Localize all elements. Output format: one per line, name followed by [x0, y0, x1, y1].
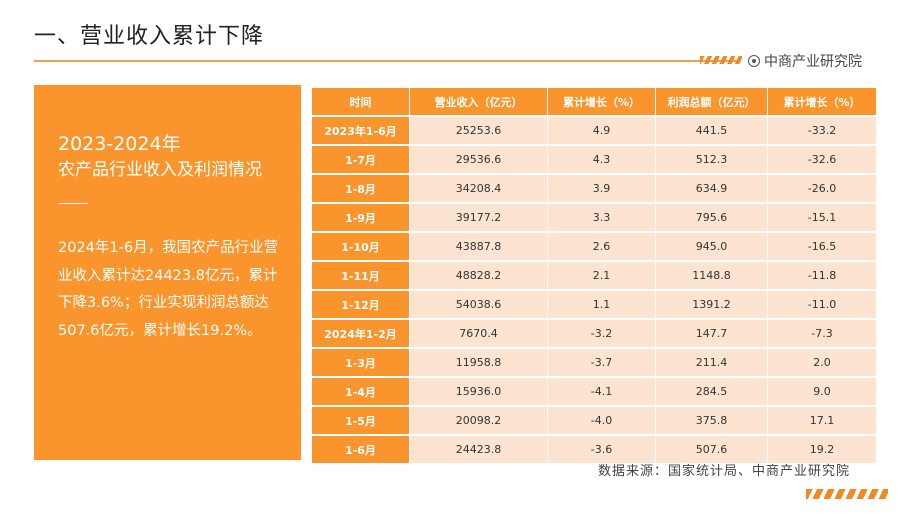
table-cell: 1.1	[548, 291, 656, 318]
table-cell: 2.6	[548, 233, 656, 260]
table-cell: 1-9月	[312, 204, 410, 231]
header-stripes-decoration	[700, 56, 742, 64]
table-cell: 441.5	[656, 117, 768, 144]
table-cell: 15936.0	[410, 378, 548, 405]
table-cell: 1-11月	[312, 262, 410, 289]
table-cell: 25253.6	[410, 117, 548, 144]
table-cell: 17.1	[768, 407, 876, 434]
table-cell: -15.1	[768, 204, 876, 231]
table-cell: -7.3	[768, 320, 876, 347]
table-cell: 2.0	[768, 349, 876, 376]
table-cell: -11.8	[768, 262, 876, 289]
table-cell: 1391.2	[656, 291, 768, 318]
table-cell: 54038.6	[410, 291, 548, 318]
table-cell: 2.1	[548, 262, 656, 289]
table-row: 1-5月 20098.2 -4.0 375.8 17.1	[312, 407, 876, 434]
table-row: 1-6月 24423.8 -3.6 507.6 19.2	[312, 436, 876, 463]
header-time: 时间	[312, 88, 410, 115]
table-row: 1-9月 39177.2 3.3 795.6 -15.1	[312, 204, 876, 231]
table-cell: 507.6	[656, 436, 768, 463]
table-cell: 24423.8	[410, 436, 548, 463]
table-cell: 1-7月	[312, 146, 410, 173]
panel-subtitle: 农产品行业收入及利润情况	[58, 160, 262, 180]
table-cell: 1-12月	[312, 291, 410, 318]
table-cell: 512.3	[656, 146, 768, 173]
table-cell: -4.1	[548, 378, 656, 405]
table-cell: 4.9	[548, 117, 656, 144]
table-row: 1-12月 54038.6 1.1 1391.2 -11.0	[312, 291, 876, 318]
table-row: 1-4月 15936.0 -4.1 284.5 9.0	[312, 378, 876, 405]
table-cell: 2023年1-6月	[312, 117, 410, 144]
table-cell: 43887.8	[410, 233, 548, 260]
table-cell: -3.7	[548, 349, 656, 376]
table-cell: -4.0	[548, 407, 656, 434]
table-cell: 375.8	[656, 407, 768, 434]
table-row: 2024年1-2月 7670.4 -3.2 147.7 -7.3	[312, 320, 876, 347]
table-row: 1-8月 34208.4 3.9 634.9 -26.0	[312, 175, 876, 202]
header-divider	[34, 60, 740, 62]
table-cell: 39177.2	[410, 204, 548, 231]
header-revenue-growth: 累计增长（%）	[548, 88, 656, 115]
table-cell: 11958.8	[410, 349, 548, 376]
header-profit-growth: 累计增长（%）	[768, 88, 876, 115]
table-cell: -3.6	[548, 436, 656, 463]
table-row: 1-7月 29536.6 4.3 512.3 -32.6	[312, 146, 876, 173]
table-cell: -11.0	[768, 291, 876, 318]
table-cell: 211.4	[656, 349, 768, 376]
table-row: 1-11月 48828.2 2.1 1148.8 -11.8	[312, 262, 876, 289]
table-cell: 1-6月	[312, 436, 410, 463]
table-row: 1-10月 43887.8 2.6 945.0 -16.5	[312, 233, 876, 260]
table-cell: 4.3	[548, 146, 656, 173]
brand-logo: 中商产业研究院	[748, 51, 862, 71]
table-cell: -3.2	[548, 320, 656, 347]
panel-year: 2023-2024年	[58, 133, 181, 155]
table-cell: 34208.4	[410, 175, 548, 202]
table-cell: 19.2	[768, 436, 876, 463]
table-cell: 3.9	[548, 175, 656, 202]
footer-stripes-decoration	[806, 489, 888, 499]
table-cell: 20098.2	[410, 407, 548, 434]
table-cell: 1-5月	[312, 407, 410, 434]
table-cell: 9.0	[768, 378, 876, 405]
table-cell: 147.7	[656, 320, 768, 347]
table-cell: -33.2	[768, 117, 876, 144]
table-cell: 284.5	[656, 378, 768, 405]
table-cell: 1148.8	[656, 262, 768, 289]
panel-divider	[58, 203, 88, 204]
summary-panel: 2023-2024年 农产品行业收入及利润情况 2024年1-6月，我国农产品行…	[34, 85, 301, 460]
table-cell: -26.0	[768, 175, 876, 202]
table-cell: 2024年1-2月	[312, 320, 410, 347]
table-cell: 7670.4	[410, 320, 548, 347]
table-cell: 1-10月	[312, 233, 410, 260]
table-cell: 3.3	[548, 204, 656, 231]
table-cell: 1-8月	[312, 175, 410, 202]
circle-dot-icon	[748, 55, 760, 67]
data-source: 数据来源：国家统计局、中商产业研究院	[598, 464, 851, 479]
table-cell: 795.6	[656, 204, 768, 231]
header-profit: 利润总额（亿元）	[656, 88, 768, 115]
panel-body-text: 2024年1-6月，我国农产品行业营业收入累计达24423.8亿元，累计下降3.…	[58, 240, 279, 339]
table-cell: 48828.2	[410, 262, 548, 289]
table-header-row: 时间 营业收入（亿元） 累计增长（%） 利润总额（亿元） 累计增长（%）	[312, 88, 876, 115]
brand-name: 中商产业研究院	[764, 54, 862, 70]
table-cell: 634.9	[656, 175, 768, 202]
table-cell: -32.6	[768, 146, 876, 173]
header-revenue: 营业收入（亿元）	[410, 88, 548, 115]
table-cell: 945.0	[656, 233, 768, 260]
table-row: 1-3月 11958.8 -3.7 211.4 2.0	[312, 349, 876, 376]
table-row: 2023年1-6月 25253.6 4.9 441.5 -33.2	[312, 117, 876, 144]
table-cell: -16.5	[768, 233, 876, 260]
table-cell: 29536.6	[410, 146, 548, 173]
table-cell: 1-4月	[312, 378, 410, 405]
table-cell: 1-3月	[312, 349, 410, 376]
page-title: 一、营业收入累计下降	[34, 24, 265, 49]
data-table: 时间 营业收入（亿元） 累计增长（%） 利润总额（亿元） 累计增长（%） 202…	[312, 86, 876, 465]
